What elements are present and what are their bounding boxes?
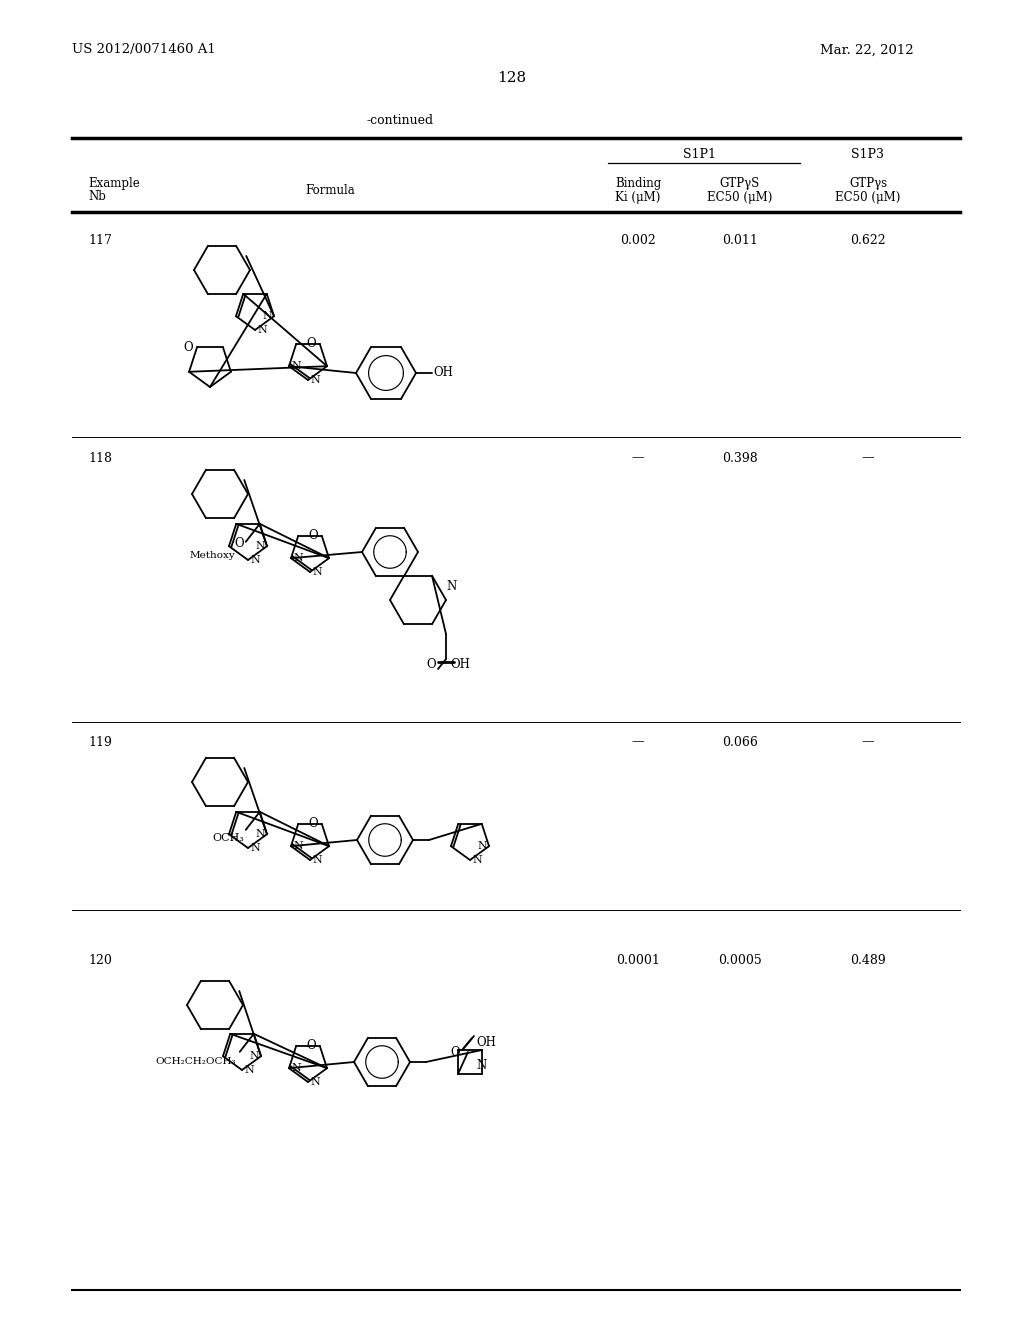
Text: N: N (255, 829, 265, 840)
Text: N: N (446, 579, 457, 593)
Text: Mar. 22, 2012: Mar. 22, 2012 (820, 44, 913, 57)
Text: 128: 128 (498, 71, 526, 84)
Text: 0.002: 0.002 (621, 234, 656, 247)
Text: OCH₃: OCH₃ (212, 833, 244, 842)
Text: 0.622: 0.622 (850, 234, 886, 247)
Text: US 2012/0071460 A1: US 2012/0071460 A1 (72, 44, 216, 57)
Text: O: O (183, 341, 194, 354)
Text: 0.066: 0.066 (722, 735, 758, 748)
Text: O: O (426, 657, 436, 671)
Text: O: O (234, 537, 244, 550)
Text: N: N (312, 568, 322, 577)
Text: N: N (255, 541, 265, 552)
Text: 0.0001: 0.0001 (616, 953, 659, 966)
Text: N: N (291, 362, 301, 371)
Text: N: N (249, 1051, 259, 1061)
Text: O: O (306, 1039, 315, 1052)
Text: 120: 120 (88, 953, 112, 966)
Text: N: N (262, 312, 272, 321)
Text: S1P1: S1P1 (683, 149, 717, 161)
Text: —: — (862, 451, 874, 465)
Text: —: — (632, 451, 644, 465)
Text: OH: OH (476, 1035, 496, 1048)
Text: 117: 117 (88, 234, 112, 247)
Text: Example: Example (88, 177, 139, 190)
Text: Formula: Formula (305, 183, 355, 197)
Text: 119: 119 (88, 735, 112, 748)
Text: EC50 (μM): EC50 (μM) (836, 190, 901, 203)
Text: N: N (257, 325, 266, 335)
Text: O: O (306, 338, 315, 350)
Text: OH: OH (433, 367, 453, 380)
Text: 0.398: 0.398 (722, 451, 758, 465)
Text: N: N (477, 1059, 487, 1072)
Text: N: N (293, 841, 303, 851)
Text: N: N (310, 375, 319, 385)
Text: —: — (862, 735, 874, 748)
Text: OH: OH (450, 657, 470, 671)
Text: N: N (472, 855, 481, 865)
Text: N: N (477, 841, 487, 851)
Text: 0.0005: 0.0005 (718, 953, 762, 966)
Text: 0.489: 0.489 (850, 953, 886, 966)
Text: —: — (632, 735, 644, 748)
Text: N: N (250, 554, 260, 565)
Text: N: N (250, 843, 260, 853)
Text: O: O (451, 1045, 460, 1059)
Text: N: N (244, 1065, 254, 1074)
Text: O: O (308, 817, 317, 830)
Text: N: N (310, 1077, 319, 1086)
Text: 118: 118 (88, 451, 112, 465)
Text: Methoxy: Methoxy (190, 552, 236, 560)
Text: S1P3: S1P3 (852, 149, 885, 161)
Text: EC50 (μM): EC50 (μM) (708, 190, 773, 203)
Text: N: N (312, 855, 322, 865)
Text: GTPγS: GTPγS (720, 177, 760, 190)
Text: Nb: Nb (88, 190, 105, 203)
Text: Ki (μM): Ki (μM) (615, 190, 660, 203)
Text: 0.011: 0.011 (722, 234, 758, 247)
Text: Binding: Binding (614, 177, 662, 190)
Text: GTPγs: GTPγs (849, 177, 887, 190)
Text: N: N (293, 553, 303, 564)
Text: O: O (308, 529, 317, 543)
Text: -continued: -continued (367, 114, 433, 127)
Text: OCH₂CH₂OCH₃: OCH₂CH₂OCH₃ (156, 1057, 236, 1067)
Text: N: N (291, 1063, 301, 1073)
